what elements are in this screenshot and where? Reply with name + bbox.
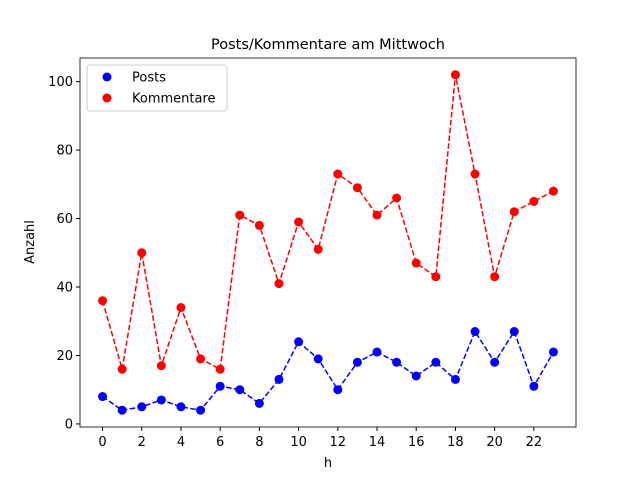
y-tick-label: 0 bbox=[65, 417, 73, 432]
point bbox=[392, 193, 402, 203]
point bbox=[411, 371, 421, 381]
point bbox=[254, 398, 264, 408]
y-tick-label: 40 bbox=[56, 280, 73, 295]
point bbox=[274, 279, 284, 289]
y-tick-label: 20 bbox=[56, 349, 73, 364]
point bbox=[450, 374, 460, 384]
y-tick-label: 80 bbox=[56, 144, 73, 159]
point bbox=[352, 183, 362, 193]
point bbox=[411, 258, 421, 268]
point bbox=[117, 364, 127, 374]
x-tick-label: 2 bbox=[138, 435, 146, 450]
point bbox=[215, 364, 225, 374]
point bbox=[333, 385, 343, 395]
point bbox=[372, 210, 382, 220]
chart-title: Posts/Kommentare am Mittwoch bbox=[211, 37, 445, 53]
point bbox=[176, 303, 186, 313]
x-tick-label: 4 bbox=[177, 435, 185, 450]
point bbox=[490, 357, 500, 367]
point bbox=[548, 186, 558, 196]
point bbox=[333, 169, 343, 179]
point bbox=[529, 381, 539, 391]
point bbox=[313, 244, 323, 254]
point bbox=[431, 272, 441, 282]
point bbox=[450, 70, 460, 80]
point bbox=[254, 220, 264, 230]
point bbox=[470, 326, 480, 336]
legend-label: Posts bbox=[132, 71, 166, 86]
legend-box bbox=[86, 64, 228, 112]
point bbox=[196, 354, 206, 364]
point bbox=[294, 217, 304, 227]
point bbox=[490, 272, 500, 282]
point bbox=[431, 357, 441, 367]
point bbox=[372, 347, 382, 357]
point bbox=[98, 392, 108, 402]
x-tick-label: 0 bbox=[98, 435, 106, 450]
point bbox=[509, 326, 519, 336]
series-line bbox=[101, 74, 554, 371]
point bbox=[117, 405, 127, 415]
legend-marker bbox=[102, 72, 112, 82]
point bbox=[352, 357, 362, 367]
x-tick-label: 18 bbox=[447, 435, 464, 450]
point bbox=[313, 354, 323, 364]
point bbox=[235, 210, 245, 220]
point bbox=[215, 381, 225, 391]
point bbox=[156, 361, 166, 371]
legend-marker bbox=[102, 93, 112, 103]
point bbox=[137, 248, 147, 258]
point bbox=[392, 357, 402, 367]
point bbox=[470, 169, 480, 179]
x-tick-label: 16 bbox=[408, 435, 425, 450]
point bbox=[529, 196, 539, 206]
point bbox=[548, 347, 558, 357]
x-tick-label: 14 bbox=[369, 435, 386, 450]
point bbox=[294, 337, 304, 347]
legend: Posts Kommentare bbox=[86, 64, 228, 112]
point bbox=[156, 395, 166, 405]
x-tick-label: 22 bbox=[526, 435, 543, 450]
x-axis-label: h bbox=[324, 456, 332, 471]
x-tick-label: 6 bbox=[216, 435, 224, 450]
point bbox=[176, 402, 186, 412]
point bbox=[509, 207, 519, 217]
y-axis-label: Anzahl bbox=[23, 220, 38, 264]
x-tick-label: 8 bbox=[255, 435, 263, 450]
x-tick-label: 20 bbox=[486, 435, 503, 450]
y-tick-label: 60 bbox=[56, 212, 73, 227]
y-tick-label: 100 bbox=[48, 75, 73, 90]
x-tick-label: 12 bbox=[330, 435, 347, 450]
legend-label: Kommentare bbox=[132, 92, 216, 107]
point bbox=[274, 374, 284, 384]
point bbox=[137, 402, 147, 412]
x-tick-label: 10 bbox=[290, 435, 307, 450]
point bbox=[235, 385, 245, 395]
point bbox=[98, 296, 108, 306]
plot-frame bbox=[79, 57, 577, 428]
point bbox=[196, 405, 206, 415]
